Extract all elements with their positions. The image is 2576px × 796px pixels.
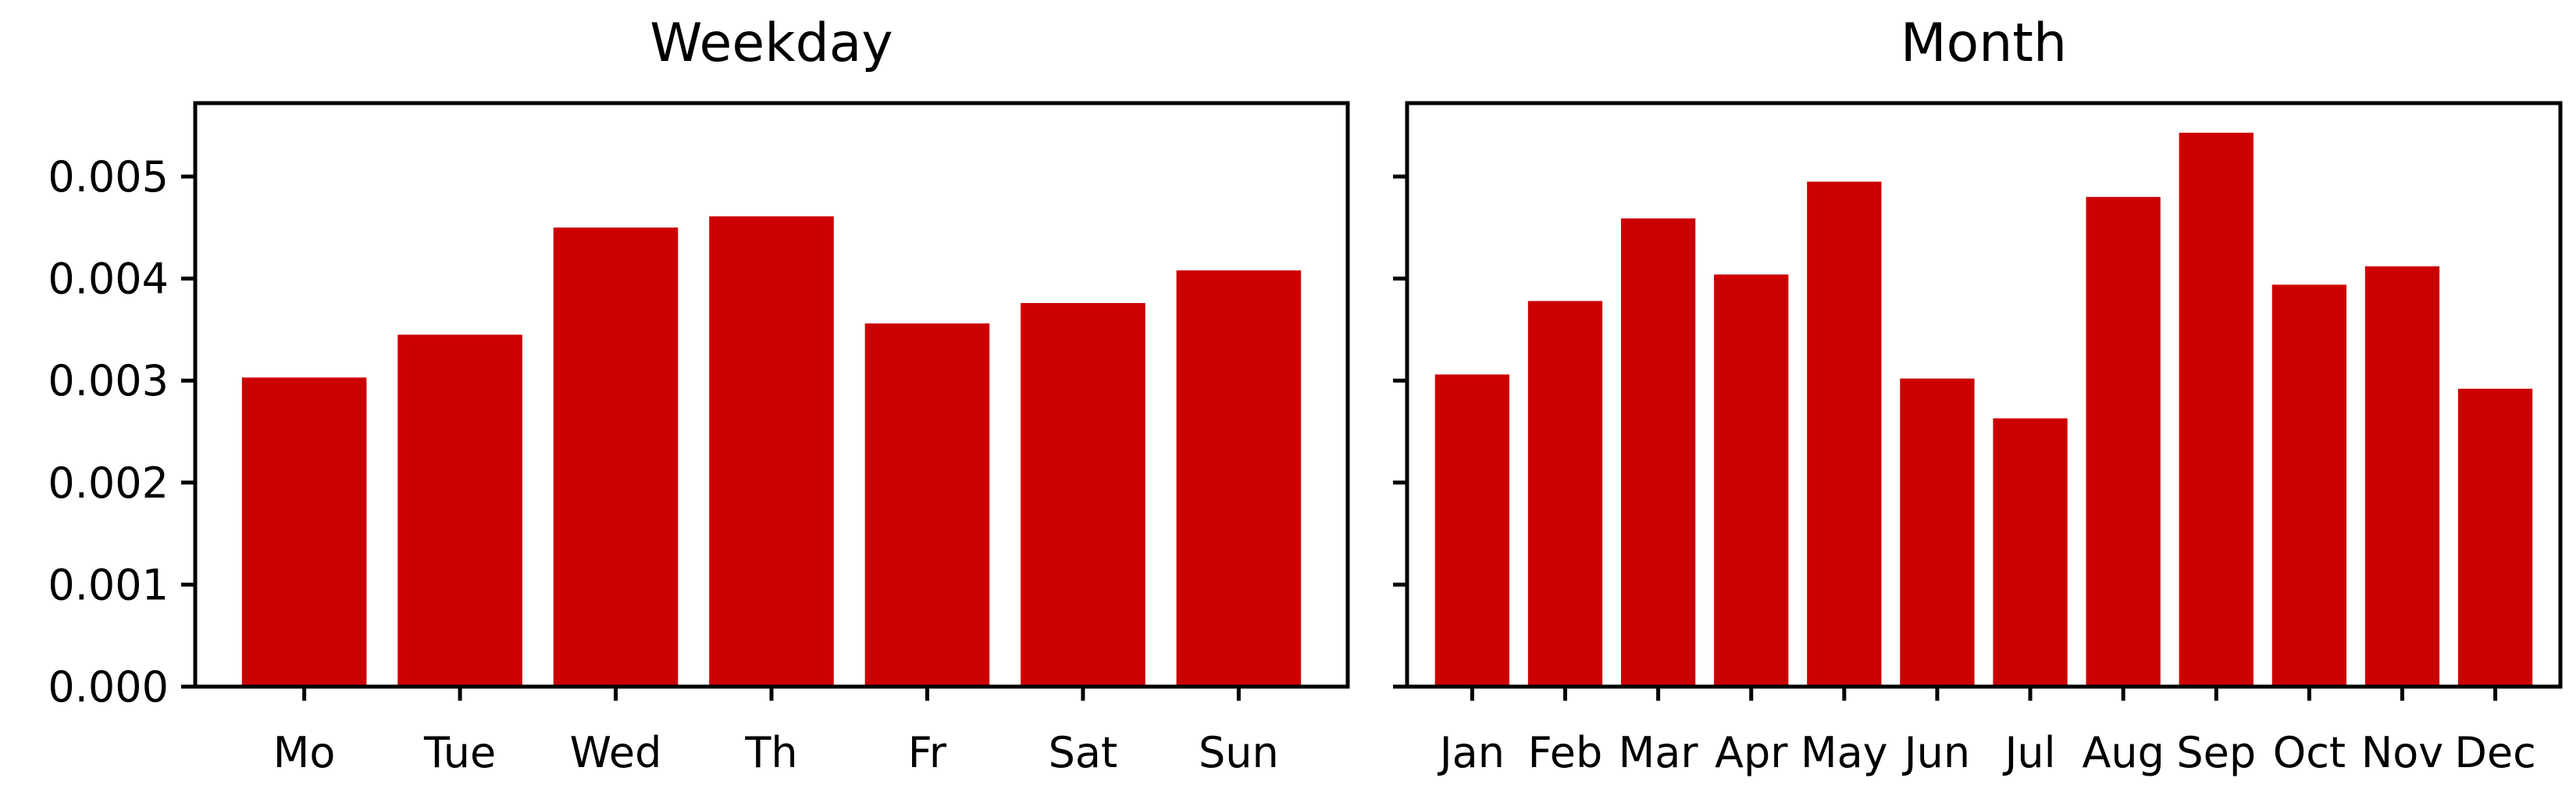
x-tick-label: Jul [2002,728,2055,777]
x-tick-label: Dec [2454,728,2536,777]
x-tick-label: Sat [1049,728,1118,777]
y-tick-label: 0.004 [48,255,169,304]
x-tick-label: Fr [908,728,947,777]
weekday-bar-sat [1021,302,1145,687]
month-bar-jan [1434,374,1510,687]
month-bar-jul [1993,418,2068,687]
weekday-bar-fr [864,323,990,687]
x-tick-label: Sep [2176,728,2256,777]
weekday-chart-title: Weekday [650,12,893,74]
x-tick-label: Aug [2082,728,2164,777]
month-bar-may [1807,181,1882,687]
month-bar-aug [2086,197,2161,687]
x-tick-label: Jan [1438,728,1505,777]
month-panel: Month Jan Feb Mar Apr May Jun Jul Aug Sep Oct Nov D… [1393,12,2563,777]
month-plot-frame [1405,101,2563,689]
month-bar-sep [2179,132,2254,687]
weekday-bar-mo [241,377,367,687]
weekday-bar-wed [553,227,679,687]
y-tick-label: 0.000 [48,662,169,712]
x-tick-label: Nov [2361,728,2443,777]
month-chart-title: Month [1901,12,2067,74]
weekday-bar-sun [1176,270,1302,687]
x-tick-label: Sun [1199,728,1279,777]
x-tick-label: Feb [1528,728,1603,777]
weekday-bar-th [709,216,834,687]
month-bar-mar [1620,218,1696,687]
month-bar-nov [2364,266,2440,687]
x-tick-label: Oct [2273,728,2346,777]
weekday-bar-tue [397,334,522,687]
x-tick-label: Th [744,728,797,777]
x-tick-label: Tue [423,728,496,777]
x-tick-label: Mo [273,728,336,777]
month-bar-oct [2271,284,2347,687]
x-tick-label: Mar [1619,728,1699,777]
month-bar-jun [1900,378,1975,687]
month-bar-dec [2457,388,2533,687]
weekday-panel: Weekday 0.000 0.001 0.002 0.003 0.004 0.005 Mo… [48,12,1350,777]
month-bar-apr [1714,274,1789,687]
y-tick-label: 0.002 [48,459,169,508]
x-tick-label: Apr [1715,728,1788,777]
y-tick-label: 0.001 [48,560,169,609]
y-tick-label: 0.003 [48,356,169,405]
x-tick-label: May [1801,728,1888,777]
y-tick-label: 0.005 [48,152,169,202]
month-bar-feb [1527,301,1603,687]
x-tick-label: Wed [570,728,662,777]
x-tick-label: Jun [1902,728,1970,777]
